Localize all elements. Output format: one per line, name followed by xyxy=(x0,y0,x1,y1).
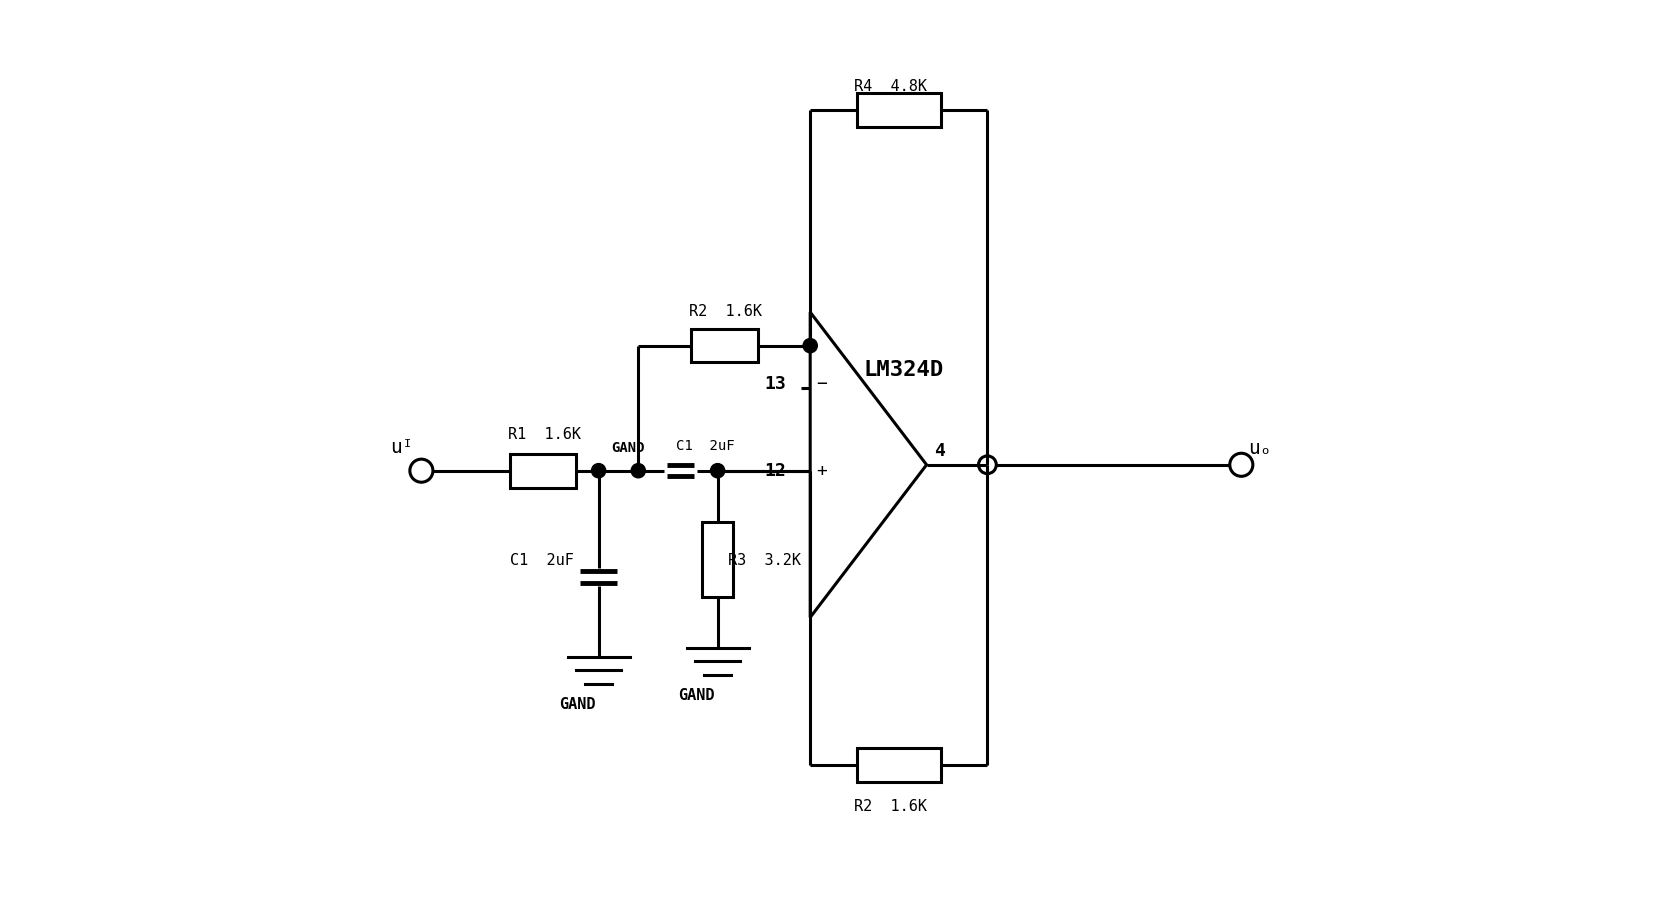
Circle shape xyxy=(631,464,646,478)
Text: GAND: GAND xyxy=(558,697,595,712)
Text: C1  2uF: C1 2uF xyxy=(676,439,735,453)
Text: R4  4.8K: R4 4.8K xyxy=(855,79,927,95)
Text: R3  3.2K: R3 3.2K xyxy=(728,553,802,569)
Bar xyxy=(510,454,577,487)
Text: LM324D: LM324D xyxy=(864,359,944,379)
Circle shape xyxy=(711,464,724,478)
Bar xyxy=(703,522,733,597)
Text: +: + xyxy=(817,461,827,479)
Circle shape xyxy=(592,464,605,478)
Bar xyxy=(857,748,941,782)
Polygon shape xyxy=(810,312,927,617)
Bar xyxy=(857,94,941,127)
Text: 13: 13 xyxy=(765,375,787,393)
Text: uₒ: uₒ xyxy=(1248,439,1271,458)
Circle shape xyxy=(803,339,817,352)
Text: uᴵ: uᴵ xyxy=(391,439,414,458)
Text: 12: 12 xyxy=(765,461,787,479)
Text: 4: 4 xyxy=(934,442,944,460)
Text: R2  1.6K: R2 1.6K xyxy=(689,304,761,319)
Text: C1  2uF: C1 2uF xyxy=(510,553,574,569)
Text: R2  1.6K: R2 1.6K xyxy=(855,799,927,814)
Text: −: − xyxy=(817,375,827,393)
Text: R1  1.6K: R1 1.6K xyxy=(508,427,580,442)
Text: GAND: GAND xyxy=(612,441,646,455)
Bar xyxy=(691,329,758,362)
Text: GAND: GAND xyxy=(678,688,714,703)
